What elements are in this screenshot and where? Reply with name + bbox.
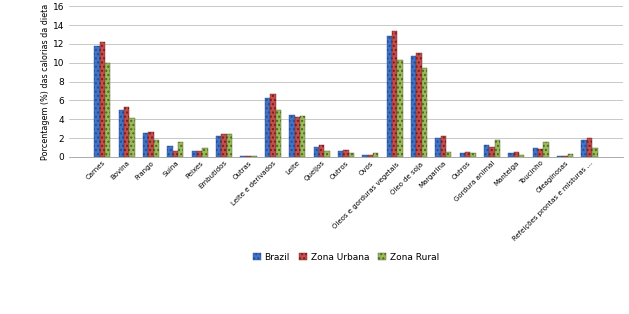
- Bar: [348, 153, 354, 157]
- Bar: [411, 56, 416, 157]
- Bar: [221, 134, 227, 157]
- Bar: [465, 152, 470, 157]
- Bar: [203, 148, 208, 157]
- Bar: [216, 136, 221, 157]
- Bar: [130, 118, 135, 157]
- Legend: Brazil, Zona Urbana, Zona Rural: Brazil, Zona Urbana, Zona Rural: [249, 249, 443, 265]
- Bar: [289, 115, 294, 157]
- Bar: [270, 94, 276, 157]
- Bar: [251, 156, 257, 157]
- Bar: [197, 151, 203, 157]
- Bar: [435, 138, 441, 157]
- Bar: [592, 148, 598, 157]
- Bar: [167, 146, 173, 157]
- Bar: [519, 155, 525, 157]
- Bar: [398, 60, 403, 157]
- Bar: [568, 154, 573, 157]
- Bar: [581, 140, 587, 157]
- Bar: [119, 110, 124, 157]
- Y-axis label: Porcentagem (%) das calorias da dieta: Porcentagem (%) das calorias da dieta: [41, 3, 50, 160]
- Bar: [441, 136, 446, 157]
- Bar: [489, 147, 495, 157]
- Bar: [148, 132, 153, 157]
- Bar: [484, 145, 489, 157]
- Bar: [265, 98, 270, 157]
- Bar: [557, 156, 562, 157]
- Bar: [562, 156, 568, 157]
- Bar: [313, 147, 319, 157]
- Bar: [421, 68, 427, 157]
- Bar: [470, 153, 476, 157]
- Bar: [362, 155, 367, 157]
- Bar: [105, 63, 111, 157]
- Bar: [192, 151, 197, 157]
- Bar: [100, 42, 105, 157]
- Bar: [495, 140, 500, 157]
- Bar: [446, 152, 452, 157]
- Bar: [94, 46, 100, 157]
- Bar: [538, 149, 543, 157]
- Bar: [173, 151, 178, 157]
- Bar: [246, 156, 251, 157]
- Bar: [338, 151, 343, 157]
- Bar: [153, 140, 159, 157]
- Bar: [276, 110, 281, 157]
- Bar: [373, 153, 379, 157]
- Bar: [325, 151, 330, 157]
- Bar: [240, 156, 246, 157]
- Bar: [460, 153, 465, 157]
- Bar: [343, 150, 348, 157]
- Bar: [294, 117, 300, 157]
- Bar: [533, 148, 538, 157]
- Bar: [367, 155, 373, 157]
- Bar: [319, 145, 325, 157]
- Bar: [227, 134, 232, 157]
- Bar: [587, 138, 592, 157]
- Bar: [543, 142, 549, 157]
- Bar: [392, 31, 398, 157]
- Bar: [143, 133, 148, 157]
- Bar: [514, 152, 519, 157]
- Bar: [178, 142, 184, 157]
- Bar: [416, 53, 421, 157]
- Bar: [300, 116, 305, 157]
- Bar: [508, 153, 514, 157]
- Bar: [124, 107, 130, 157]
- Bar: [387, 36, 392, 157]
